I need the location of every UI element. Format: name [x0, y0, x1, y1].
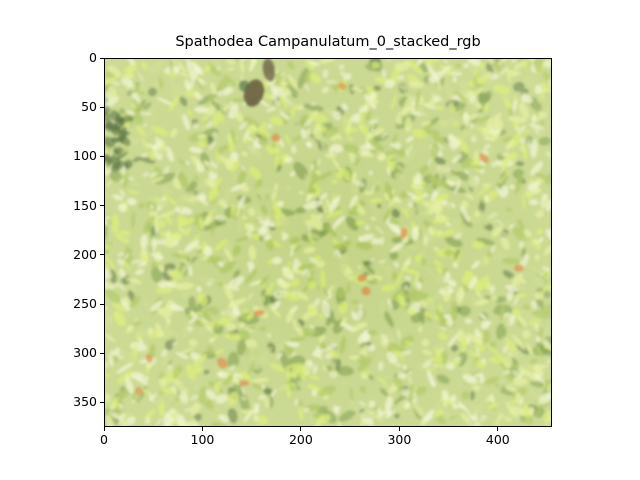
y-tick-mark — [100, 401, 104, 403]
x-tick-label: 0 — [100, 432, 108, 447]
y-tick-mark — [100, 155, 104, 157]
y-tick-label: 300 — [73, 345, 97, 361]
x-tick-label: 400 — [485, 432, 510, 447]
x-tick-label: 300 — [387, 432, 412, 447]
x-tick-mark — [300, 427, 302, 431]
y-tick-label: 250 — [73, 296, 97, 311]
plot-title: Spathodea Campanulatum_0_stacked_rgb — [175, 34, 481, 50]
y-tick-label: 350 — [73, 394, 97, 410]
y-tick-mark — [100, 106, 104, 108]
y-tick-mark — [100, 254, 104, 256]
x-tick-mark — [201, 427, 203, 431]
y-tick-mark — [100, 303, 104, 305]
x-tick-mark — [497, 427, 499, 431]
foliage-image — [104, 58, 552, 427]
x-tick-label: 100 — [190, 432, 215, 447]
y-tick-mark — [100, 352, 104, 354]
y-tick-label: 200 — [73, 246, 97, 262]
y-tick-label: 150 — [73, 197, 97, 213]
y-tick-label: 50 — [81, 99, 97, 115]
y-tick-label: 0 — [89, 50, 97, 65]
y-tick-mark — [100, 205, 104, 207]
image-axes — [104, 58, 552, 427]
x-tick-label: 200 — [288, 432, 313, 447]
y-tick-label: 100 — [73, 148, 97, 164]
x-tick-mark — [103, 427, 105, 431]
y-tick-mark — [100, 57, 104, 59]
x-tick-mark — [398, 427, 400, 431]
